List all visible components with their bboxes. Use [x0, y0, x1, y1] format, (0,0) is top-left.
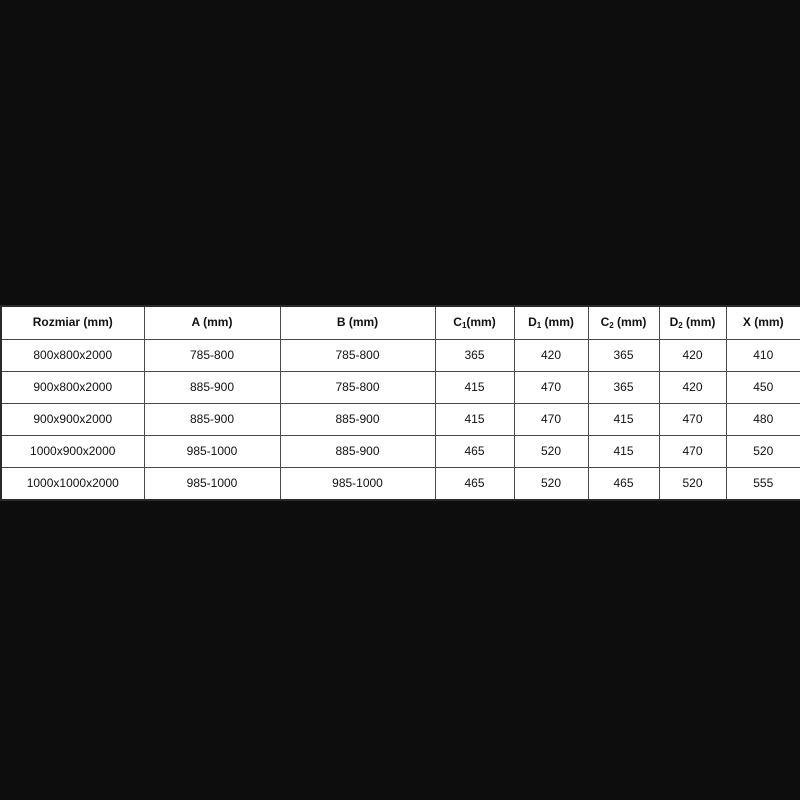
- header-cell-c2: C2 (mm): [587, 305, 660, 340]
- table-row: 900x900x2000 885-900 885-900 415 470 415…: [0, 403, 800, 436]
- table-cell: 900x800x2000: [0, 371, 145, 404]
- table-cell: 465: [434, 435, 515, 468]
- spec-table-container: Rozmiar (mm) A (mm) B (mm) C1(mm) D1 (mm…: [0, 305, 800, 501]
- table-cell: 415: [434, 403, 515, 436]
- table-cell: 415: [587, 435, 660, 468]
- table-cell: 415: [434, 371, 515, 404]
- header-cell-d1: D1 (mm): [513, 305, 589, 340]
- table-cell: 470: [658, 403, 727, 436]
- table-cell: 450: [725, 371, 800, 404]
- table-row: 800x800x2000 785-800 785-800 365 420 365…: [0, 339, 800, 372]
- table-cell: 470: [513, 403, 589, 436]
- table-cell: 885-900: [279, 435, 436, 468]
- table-cell: 985-1000: [143, 435, 281, 468]
- table-cell: 415: [587, 403, 660, 436]
- header-cell-d2: D2 (mm): [658, 305, 727, 340]
- header-row: Rozmiar (mm) A (mm) B (mm) C1(mm) D1 (mm…: [0, 305, 800, 340]
- table-cell: 785-800: [279, 339, 436, 372]
- table-row: 1000x1000x2000 985-1000 985-1000 465 520…: [0, 467, 800, 501]
- table-cell: 1000x900x2000: [0, 435, 145, 468]
- table-cell: 885-900: [143, 371, 281, 404]
- table-row: 1000x900x2000 985-1000 885-900 465 520 4…: [0, 435, 800, 468]
- table-cell: 1000x1000x2000: [0, 467, 145, 501]
- table-cell: 365: [587, 371, 660, 404]
- table-cell: 985-1000: [143, 467, 281, 501]
- table-cell: 520: [513, 435, 589, 468]
- table-row: 900x800x2000 885-900 785-800 415 470 365…: [0, 371, 800, 404]
- header-cell-b: B (mm): [279, 305, 436, 340]
- table-cell: 470: [513, 371, 589, 404]
- table-cell: 520: [658, 467, 727, 501]
- table-cell: 800x800x2000: [0, 339, 145, 372]
- table-cell: 785-800: [279, 371, 436, 404]
- table-cell: 465: [434, 467, 515, 501]
- table-cell: 985-1000: [279, 467, 436, 501]
- table-cell: 410: [725, 339, 800, 372]
- table-cell: 420: [658, 339, 727, 372]
- table-cell: 900x900x2000: [0, 403, 145, 436]
- header-cell-a: A (mm): [143, 305, 281, 340]
- table-cell: 885-900: [143, 403, 281, 436]
- table-cell: 465: [587, 467, 660, 501]
- table-cell: 520: [513, 467, 589, 501]
- header-cell-rozmiar: Rozmiar (mm): [0, 305, 145, 340]
- header-cell-c1: C1(mm): [434, 305, 515, 340]
- table-cell: 470: [658, 435, 727, 468]
- table-cell: 785-800: [143, 339, 281, 372]
- size-spec-table: Rozmiar (mm) A (mm) B (mm) C1(mm) D1 (mm…: [0, 305, 800, 501]
- table-cell: 885-900: [279, 403, 436, 436]
- table-cell: 365: [434, 339, 515, 372]
- table-cell: 520: [725, 435, 800, 468]
- table-cell: 365: [587, 339, 660, 372]
- table-cell: 555: [725, 467, 800, 501]
- table-cell: 480: [725, 403, 800, 436]
- table-cell: 420: [658, 371, 727, 404]
- table-cell: 420: [513, 339, 589, 372]
- header-cell-x: X (mm): [725, 305, 800, 340]
